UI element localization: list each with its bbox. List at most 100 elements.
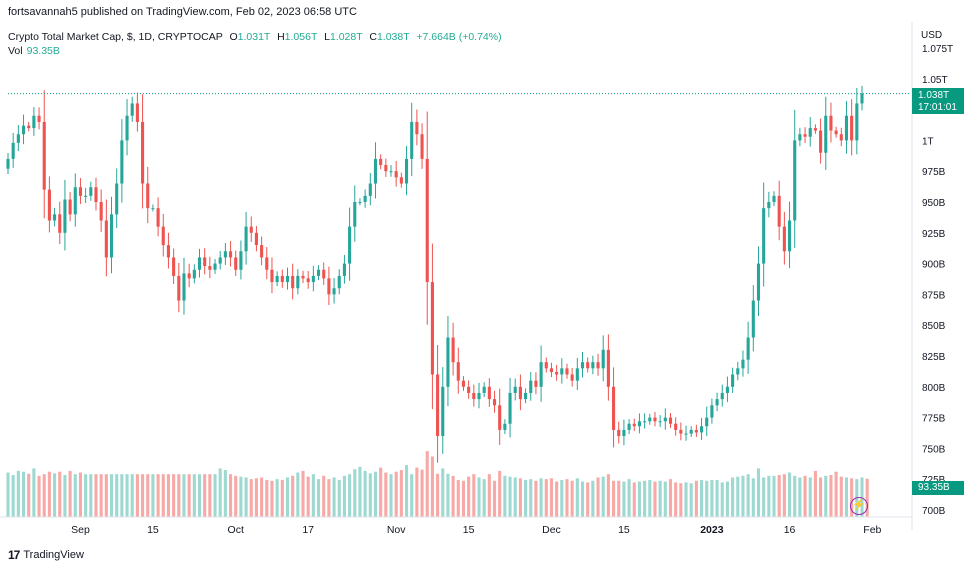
- volume-bar: [751, 478, 755, 517]
- volume-bar: [187, 474, 191, 517]
- volume-bar: [172, 474, 176, 517]
- volume-bar: [498, 470, 502, 517]
- bar-countdown: 17:01:01: [918, 102, 957, 113]
- volume-bar: [467, 476, 471, 517]
- candle: [311, 265, 315, 292]
- time-axis-ticks: Sep 15 Oct 17 Nov 15 Dec 15 2023 16 Feb: [71, 524, 881, 536]
- volume-bar: [694, 480, 698, 517]
- candle-body: [762, 208, 766, 264]
- candle-body: [596, 362, 600, 369]
- volume-bar: [637, 481, 641, 517]
- footer-brand[interactable]: 17 TradingView: [8, 548, 84, 562]
- volume-bar: [130, 474, 134, 517]
- candle: [32, 107, 36, 136]
- price-tick-label: 850B: [922, 321, 946, 332]
- candle-body: [529, 380, 533, 393]
- candle-body: [109, 214, 114, 258]
- candle-body: [99, 202, 103, 221]
- candle-body: [213, 263, 217, 270]
- candle-body: [348, 226, 352, 264]
- candle: [710, 398, 714, 424]
- candle-body: [741, 359, 745, 369]
- candle-body: [689, 429, 693, 434]
- candle-body: [632, 423, 636, 427]
- candle: [89, 181, 93, 201]
- volume-bar: [254, 478, 258, 517]
- price-tick-label: 875B: [922, 290, 946, 301]
- volume-bar: [348, 474, 352, 517]
- candle-body: [715, 399, 719, 406]
- symbol-name[interactable]: Crypto Total Market Cap, $, 1D, CRYPTOCA…: [8, 31, 223, 43]
- candle: [565, 363, 569, 379]
- volume-bar: [156, 474, 160, 517]
- candle-body: [394, 171, 398, 178]
- volume-bar: [441, 468, 445, 517]
- volume-bar: [508, 476, 512, 517]
- candle-body: [311, 275, 315, 283]
- volume-bar: [451, 475, 455, 517]
- candle: [834, 126, 838, 138]
- candle-body: [73, 187, 77, 215]
- candle-body: [358, 202, 362, 203]
- volume-label[interactable]: Vol: [8, 45, 23, 57]
- candle-body: [37, 115, 41, 122]
- lightning-icon[interactable]: ⚡: [850, 497, 868, 515]
- volume-bar: [415, 467, 419, 517]
- candle: [53, 207, 57, 227]
- volume-bar: [570, 480, 574, 517]
- candle-body: [824, 115, 828, 153]
- volume-bar: [534, 480, 538, 517]
- candle: [829, 102, 833, 143]
- volume-legend: Vol 93.35B: [8, 45, 60, 57]
- volume-bar: [829, 475, 833, 517]
- volume-bar: [384, 472, 388, 517]
- candle-body: [461, 380, 466, 387]
- candle-body: [477, 392, 481, 400]
- candle-body: [694, 429, 698, 433]
- candle: [539, 345, 543, 402]
- candle-body: [11, 142, 15, 159]
- candle-body: [850, 115, 854, 141]
- candle-body: [679, 429, 683, 434]
- candle: [715, 392, 719, 412]
- volume-bar: [379, 467, 383, 517]
- candle-body: [363, 195, 367, 202]
- candle: [762, 182, 766, 287]
- price-tick-label: 1.075T: [922, 44, 953, 55]
- time-tick-label: Oct: [228, 524, 244, 536]
- symbol-legend: Crypto Total Market Cap, $, 1D, CRYPTOCA…: [8, 31, 502, 43]
- candle: [146, 166, 150, 224]
- candle: [798, 127, 802, 147]
- candle: [472, 384, 476, 407]
- candle: [197, 248, 202, 278]
- candle-body: [21, 125, 26, 135]
- candle: [115, 168, 119, 228]
- currency-label[interactable]: USD: [921, 30, 943, 41]
- candle: [135, 92, 139, 132]
- candle: [373, 142, 378, 199]
- candle-body: [63, 199, 67, 233]
- candle: [477, 382, 481, 409]
- candle: [632, 418, 636, 431]
- candle-body: [327, 278, 331, 295]
- price-tick-label: 950B: [922, 198, 946, 209]
- candle: [839, 127, 843, 147]
- candle-body: [565, 368, 569, 375]
- candle-body: [115, 183, 119, 215]
- price-tick-label: 700B: [922, 506, 946, 517]
- volume-bar: [834, 471, 838, 517]
- candle: [524, 388, 528, 404]
- candle: [229, 241, 233, 267]
- volume-bar: [125, 474, 129, 517]
- candle: [430, 243, 434, 410]
- candle-body: [637, 421, 641, 427]
- volume-bar: [42, 474, 46, 517]
- candle-body: [249, 226, 253, 233]
- candle-body: [316, 269, 321, 276]
- volume-bar: [513, 477, 517, 517]
- volume-bar: [808, 477, 812, 517]
- candle: [498, 388, 502, 445]
- candle: [746, 321, 750, 374]
- candle-body: [353, 202, 357, 227]
